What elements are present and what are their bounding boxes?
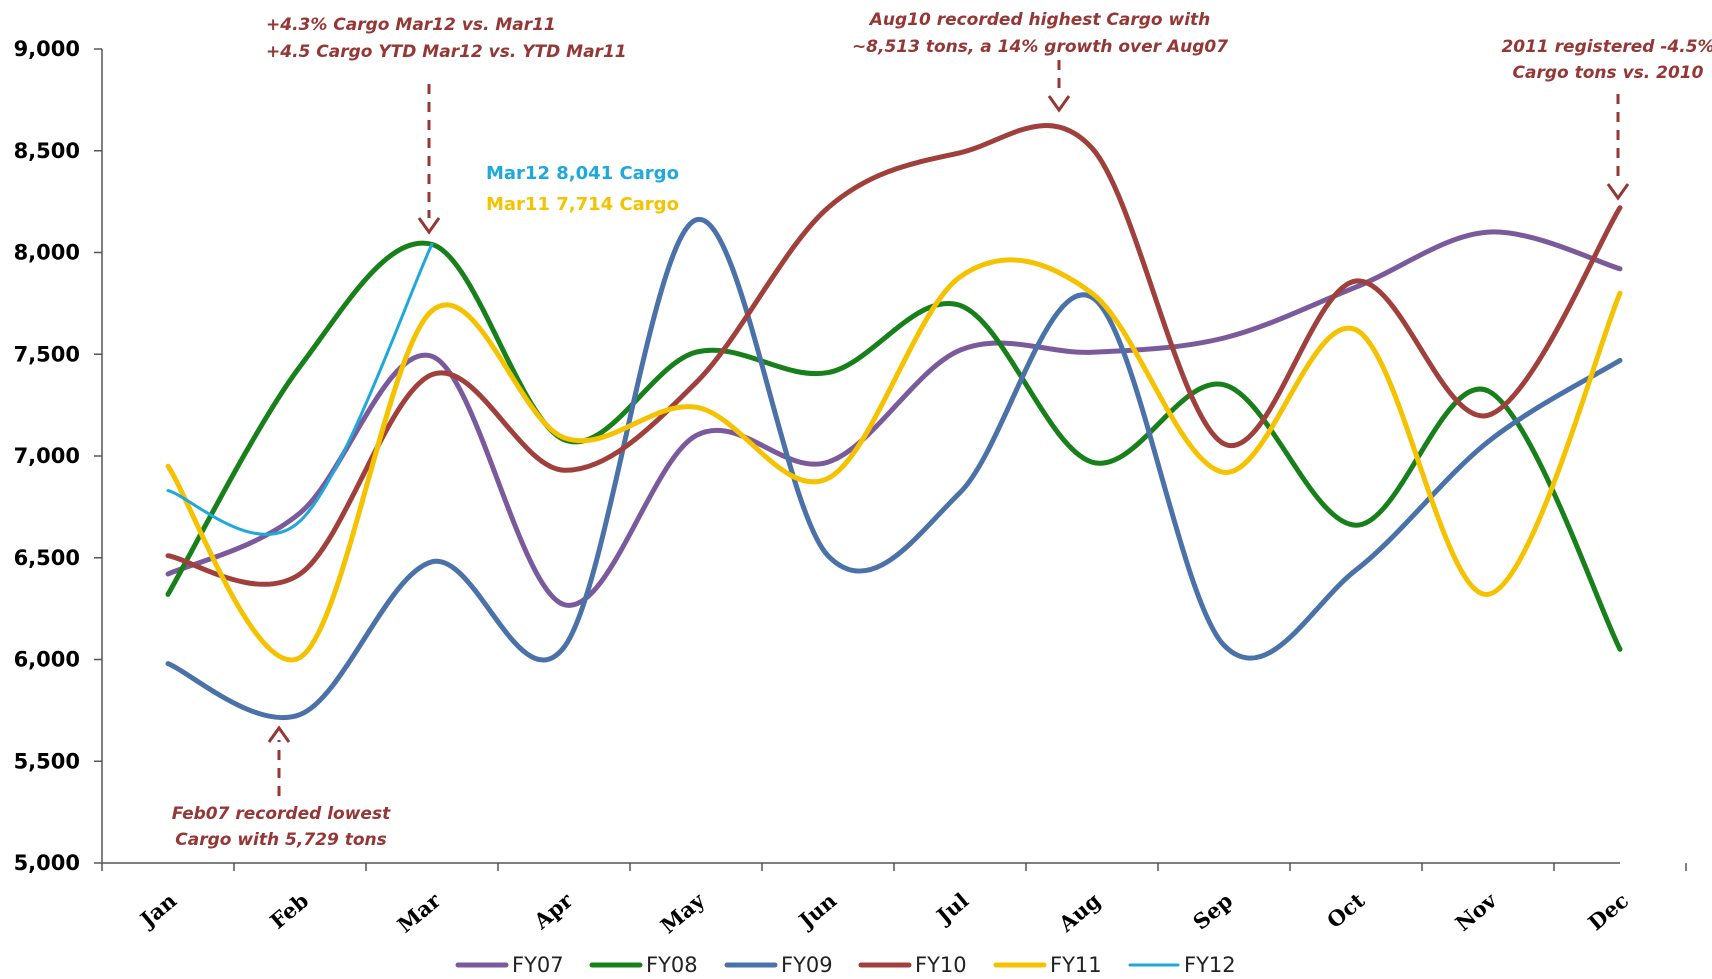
callout-mar11: Mar11 7,714 Cargo (486, 194, 679, 215)
callout-labels: Mar12 8,041 Cargo Mar11 7,714 Cargo (486, 163, 679, 215)
annotation-arrows (267, 60, 1630, 796)
x-tick-label: Apr (528, 887, 578, 934)
y-tick-label: 6,000 (14, 648, 80, 672)
x-tick-label: May (656, 887, 710, 938)
chart-legend: FY07 FY08 FY09 FY10 FY11 FY12 (455, 953, 1236, 977)
y-tick-label: 5,000 (14, 851, 80, 875)
series-line-fy12 (166, 242, 434, 536)
arrow-feb07-head (267, 725, 291, 743)
legend-label-fy08: FY08 (646, 953, 698, 977)
x-tick-label: Oct (1322, 887, 1370, 933)
y-tick-label: 5,500 (14, 749, 80, 773)
arrow-mar12-head (417, 217, 441, 235)
x-tick-label: Dec (1583, 888, 1633, 936)
y-tick-label: 9,000 (14, 37, 80, 61)
legend-label-fy10: FY10 (915, 953, 967, 977)
x-tick-label: Sep (1188, 888, 1237, 935)
arrow-2011-head (1606, 183, 1630, 201)
x-tick-label: Nov (1450, 887, 1501, 936)
note-mar12-line1: +4.3% Cargo Mar12 vs. Mar11 (266, 15, 556, 35)
y-tick-label: 8,000 (14, 241, 80, 265)
note-feb07-line2: Cargo with 5,729 tons (175, 830, 387, 850)
y-tick-label: 8,500 (14, 139, 80, 163)
series-line-fy10 (165, 123, 1623, 587)
x-tick-label: Jul (930, 888, 973, 930)
annotation-notes: Feb07 recorded lowest Cargo with 5,729 t… (172, 10, 1712, 850)
legend-label-fy11: FY11 (1050, 953, 1102, 977)
x-tick-label: Mar (392, 887, 445, 938)
series-line-fy07 (165, 229, 1623, 608)
y-tick-label: 7,500 (14, 342, 80, 366)
note-aug10-line2: ~8,513 tons, a 14% growth over Aug07 (852, 37, 1228, 57)
note-mar12-line2: +4.5 Cargo YTD Mar12 vs. YTD Mar11 (266, 42, 627, 62)
x-tick-label: Jun (793, 888, 842, 934)
callout-mar12: Mar12 8,041 Cargo (486, 163, 679, 184)
series-line-fy08 (165, 240, 1623, 652)
note-2011-line2: Cargo tons vs. 2010 (1513, 63, 1704, 83)
legend-label-fy09: FY09 (781, 953, 833, 977)
x-tick-label: Aug (1053, 887, 1106, 937)
x-tick-label: Feb (265, 888, 313, 934)
y-tick-label: 7,000 (14, 444, 80, 468)
arrow-aug10-head (1047, 95, 1071, 113)
series-lines (165, 123, 1623, 720)
note-aug10-line1: Aug10 recorded highest Cargo with (868, 10, 1211, 30)
y-tick-label: 6,500 (14, 546, 80, 570)
note-2011-line1: 2011 registered -4.5% (1501, 37, 1712, 57)
series-line-fy09 (165, 217, 1623, 720)
legend-label-fy07: FY07 (512, 953, 564, 977)
x-tick-label: Jan (134, 888, 181, 933)
note-feb07-line1: Feb07 recorded lowest (172, 804, 391, 824)
series-line-fy11 (165, 257, 1623, 663)
legend-label-fy12: FY12 (1184, 953, 1236, 977)
